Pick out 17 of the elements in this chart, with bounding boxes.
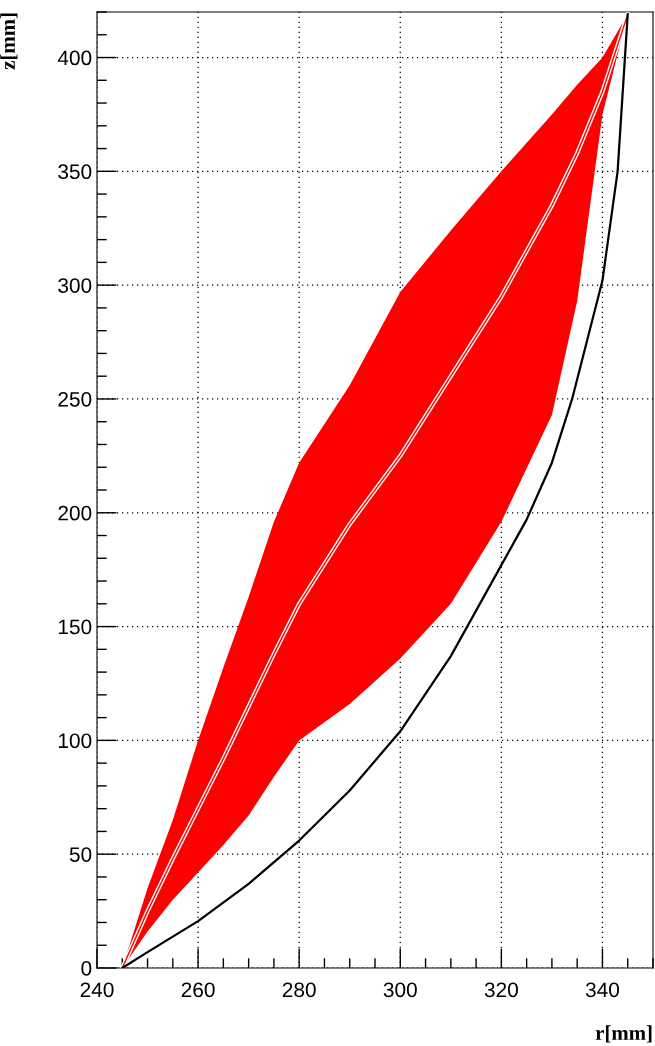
y-tick-label: 300 xyxy=(58,278,92,293)
x-tick-label: 300 xyxy=(383,982,417,998)
y-tick-label: 250 xyxy=(58,391,92,407)
y-tick-label: 0 xyxy=(81,961,92,976)
x-tick-label: 240 xyxy=(80,982,114,998)
x-tick-label: 340 xyxy=(585,982,620,998)
y-tick-label: 200 xyxy=(58,505,92,521)
y-tick-label: 400 xyxy=(57,50,92,66)
y-tick-label: 100 xyxy=(58,733,92,749)
x-tick-label: 320 xyxy=(484,982,518,998)
y-tick-label: 350 xyxy=(58,164,92,180)
y-axis-title: z[mm] xyxy=(0,13,18,70)
x-tick-label: 260 xyxy=(181,982,215,998)
x-axis-title: r[mm] xyxy=(595,1025,652,1043)
y-tick-label: 150 xyxy=(58,619,92,635)
y-tick-label: 50 xyxy=(69,847,92,862)
x-tick-label: 280 xyxy=(282,982,316,998)
